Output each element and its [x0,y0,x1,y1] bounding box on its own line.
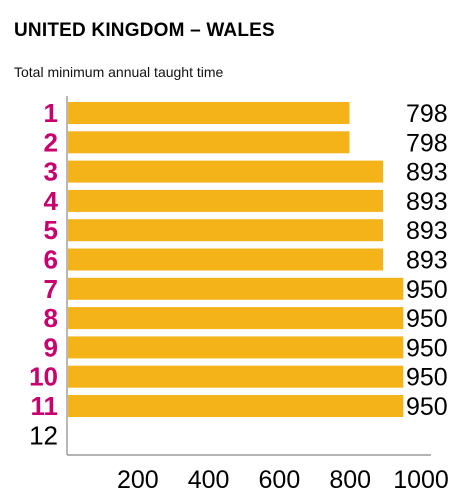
x-tick-label-1000: 1000 [393,466,449,494]
bar-grade-2 [68,131,350,154]
category-label-2: 2 [44,127,58,157]
x-tick-label-400: 400 [188,466,230,494]
value-label-grade-4: 893 [406,188,448,216]
category-label-4: 4 [44,186,59,216]
category-label-1: 1 [44,98,58,128]
bar-grade-5 [68,219,384,242]
x-tick-label-800: 800 [329,466,371,494]
bars-layer [68,102,404,417]
category-label-9: 9 [44,332,58,362]
value-label-grade-11: 950 [406,393,448,421]
bar-grade-1 [68,102,350,124]
value-label-grade-6: 893 [406,247,448,275]
value-label-grade-2: 798 [406,129,448,157]
value-label-grade-8: 950 [406,305,448,333]
labels-layer: 1 798 2 798 3 893 4 893 5 893 6 893 7 950 8 950 9 950 10 95… [29,98,449,494]
chart-title: UNITED KINGDOM – WALES [14,20,275,41]
category-label-8: 8 [44,303,58,333]
x-tick-label-600: 600 [259,466,301,494]
bar-grade-4 [68,189,384,212]
value-label-grade-3: 893 [406,159,448,187]
bar-grade-7 [68,277,404,300]
category-label-7: 7 [44,274,58,304]
bar-grade-8 [68,307,404,330]
bar-grade-3 [68,160,384,183]
bar-grade-6 [68,248,384,271]
value-label-grade-9: 950 [406,334,448,362]
category-label-3: 3 [44,157,58,187]
value-label-grade-7: 950 [406,276,448,304]
category-label-6: 6 [44,245,58,275]
value-label-grade-1: 798 [406,100,448,128]
bar-grade-11 [68,395,404,417]
category-label-10: 10 [29,362,58,392]
category-label-12: 12 [29,420,58,450]
x-tick-label-200: 200 [117,466,159,494]
axis-layer [66,96,431,456]
bar-grade-10 [68,365,404,388]
value-label-grade-5: 893 [406,217,448,245]
chart-subtitle: Total minimum annual taught time [14,64,224,80]
category-label-5: 5 [44,215,58,245]
bar-grade-9 [68,336,404,359]
category-label-11: 11 [31,391,59,421]
value-label-grade-10: 950 [406,364,448,392]
